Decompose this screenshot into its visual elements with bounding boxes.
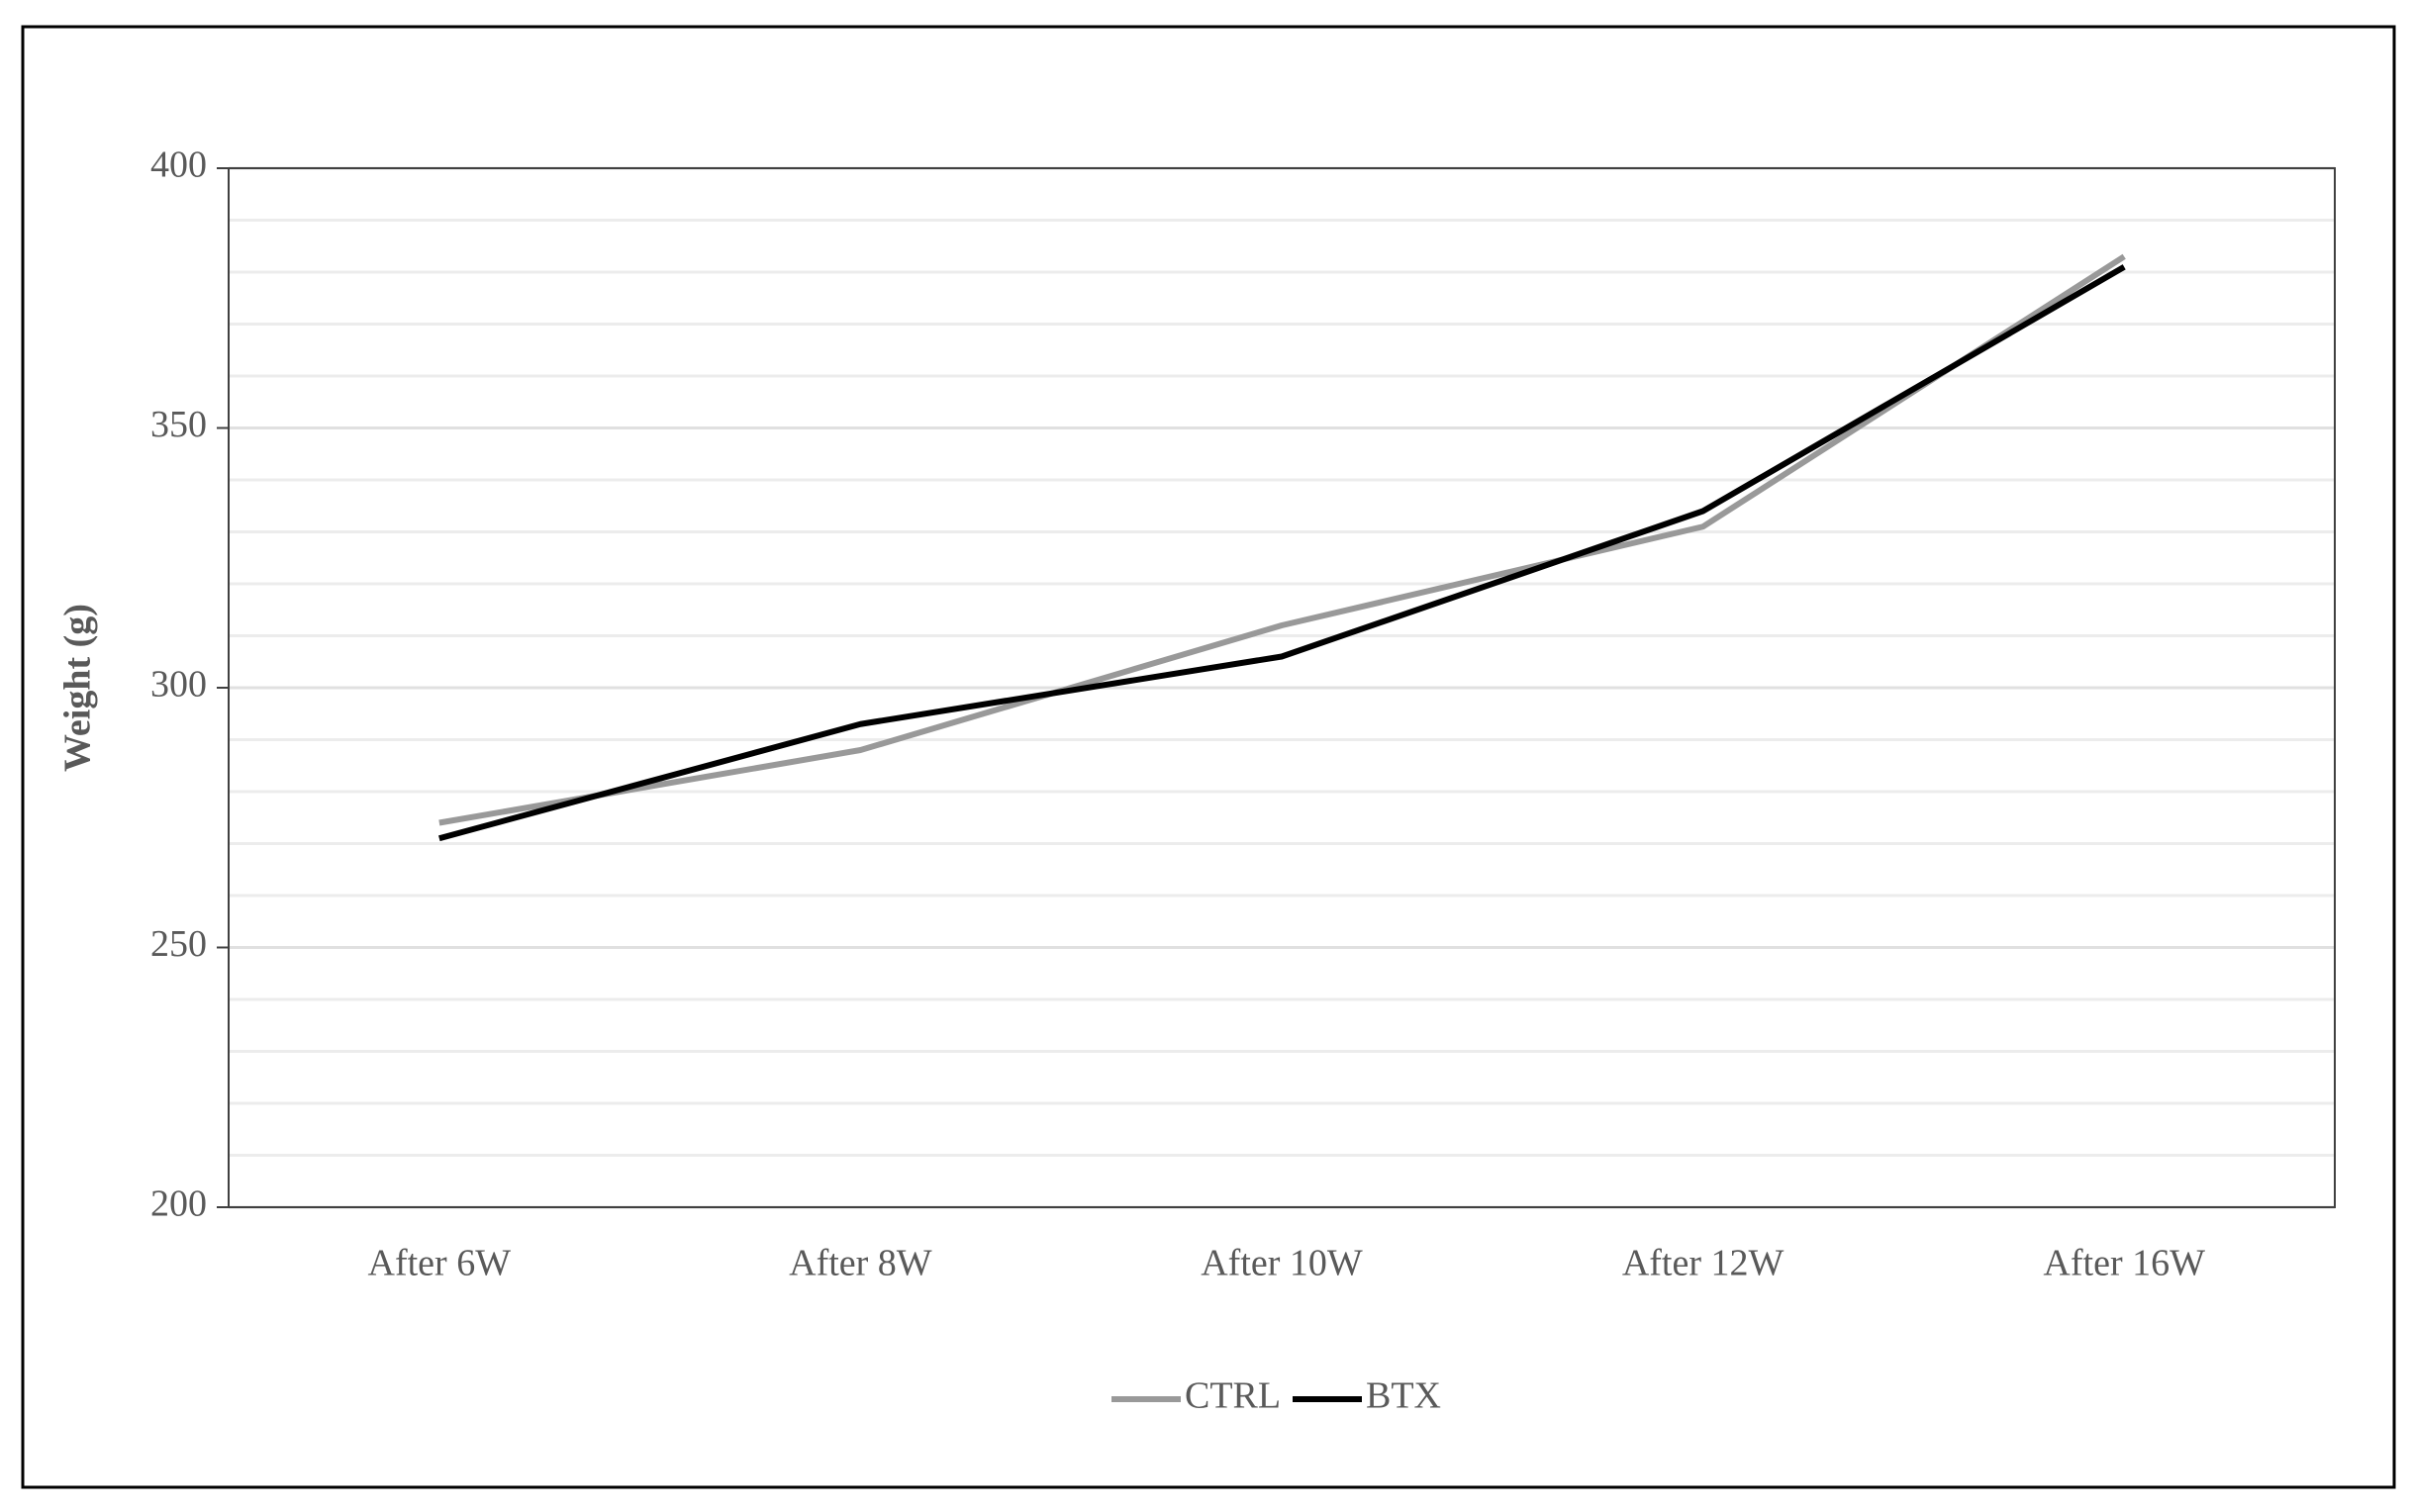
chart-frame — [21, 25, 2396, 1489]
x-tick-label: After 8W — [789, 1243, 932, 1284]
legend-label: BTX — [1366, 1375, 1441, 1417]
x-tick-label: After 16W — [2043, 1243, 2205, 1284]
y-tick-label: 300 — [150, 664, 207, 706]
y-axis-label: Weight (g) — [57, 604, 99, 772]
y-tick-label: 350 — [150, 404, 207, 445]
x-tick-label: After 10W — [1201, 1243, 1363, 1284]
x-tick-label: After 6W — [368, 1243, 512, 1284]
data-line — [438, 264, 2126, 842]
x-tick-label: After 12W — [1622, 1243, 1785, 1284]
plot-border — [228, 167, 2336, 1208]
y-tick-label: 200 — [150, 1183, 207, 1225]
legend-label: CTRL — [1185, 1375, 1281, 1417]
y-tick-label: 400 — [150, 144, 207, 186]
y-tick-label: 250 — [150, 923, 207, 965]
data-line — [438, 253, 2126, 826]
